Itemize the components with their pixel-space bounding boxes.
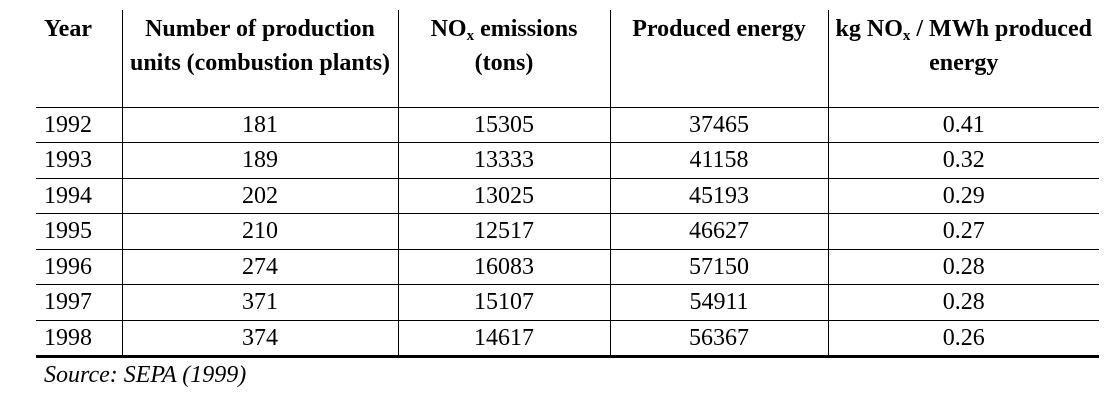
table-row: 1993 189 13333 41158 0.32 [36, 142, 1099, 179]
cell-ratio: 0.27 [827, 213, 1099, 250]
cell-ratio: 0.41 [827, 107, 1099, 143]
cell-units: 374 [121, 320, 398, 358]
header-row: Year Number of production units (combust… [36, 10, 1099, 108]
header-ratio-subscript: x [902, 28, 911, 44]
cell-units: 274 [121, 249, 398, 285]
cell-energy: 46627 [609, 213, 828, 250]
header-nox-subscript: x [466, 28, 475, 44]
header-year: Year [36, 10, 122, 108]
header-nox-suffix: emissions (tons) [474, 16, 578, 76]
cell-units: 189 [121, 142, 398, 179]
cell-ratio: 0.28 [827, 249, 1099, 285]
cell-ratio: 0.26 [827, 320, 1099, 358]
cell-nox: 16083 [397, 249, 610, 285]
cell-energy: 41158 [609, 142, 828, 179]
header-ratio: kg NOx / MWh produced energy [827, 10, 1099, 108]
cell-year: 1996 [36, 249, 122, 285]
cell-year: 1995 [36, 213, 122, 250]
cell-year: 1994 [36, 178, 122, 214]
table-row: 1997 371 15107 54911 0.28 [36, 284, 1099, 321]
header-produced-energy: Produced energy [609, 10, 828, 108]
cell-nox: 15305 [397, 107, 610, 143]
nox-emissions-table: Year Number of production units (combust… [36, 10, 1099, 358]
cell-energy: 56367 [609, 320, 828, 358]
header-nox-emissions: NOx emissions (tons) [397, 10, 610, 108]
header-ratio-prefix: kg NO [835, 16, 903, 42]
cell-year: 1997 [36, 284, 122, 321]
cell-ratio: 0.29 [827, 178, 1099, 214]
table-row: 1996 274 16083 57150 0.28 [36, 249, 1099, 285]
table-row: 1994 202 13025 45193 0.29 [36, 178, 1099, 214]
cell-nox: 15107 [397, 284, 610, 321]
header-nox-prefix: NO [430, 16, 467, 42]
cell-nox: 12517 [397, 213, 610, 250]
table-row: 1998 374 14617 56367 0.26 [36, 320, 1099, 358]
cell-energy: 37465 [609, 107, 828, 143]
cell-nox: 14617 [397, 320, 610, 358]
table-row: 1992 181 15305 37465 0.41 [36, 107, 1099, 143]
cell-units: 181 [121, 107, 398, 143]
cell-ratio: 0.28 [827, 284, 1099, 321]
cell-year: 1993 [36, 142, 122, 179]
table-container: Year Number of production units (combust… [36, 10, 1099, 390]
header-ratio-suffix: / MWh produced energy [910, 16, 1092, 76]
cell-units: 371 [121, 284, 398, 321]
header-units: Number of production units (combustion p… [121, 10, 398, 108]
cell-energy: 57150 [609, 249, 828, 285]
cell-energy: 45193 [609, 178, 828, 214]
cell-nox: 13025 [397, 178, 610, 214]
cell-year: 1992 [36, 107, 122, 143]
cell-ratio: 0.32 [827, 142, 1099, 179]
cell-energy: 54911 [609, 284, 828, 321]
cell-nox: 13333 [397, 142, 610, 179]
cell-units: 202 [121, 178, 398, 214]
cell-units: 210 [121, 213, 398, 250]
source-note: Source: SEPA (1999) [44, 361, 247, 388]
cell-year: 1998 [36, 320, 122, 358]
table-row: 1995 210 12517 46627 0.27 [36, 213, 1099, 250]
